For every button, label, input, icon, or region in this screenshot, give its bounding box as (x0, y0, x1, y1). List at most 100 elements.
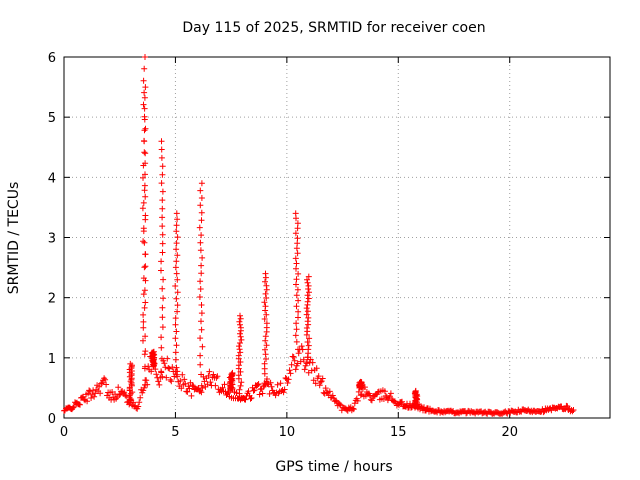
data-point (303, 311, 310, 318)
data-point (173, 240, 180, 247)
data-point (145, 363, 152, 370)
data-point (305, 342, 312, 349)
data-point (197, 247, 204, 254)
data-point (229, 369, 236, 376)
data-point (281, 386, 288, 393)
data-point (142, 333, 149, 340)
data-point (142, 84, 149, 91)
data-point (159, 197, 166, 204)
data-point (247, 395, 254, 402)
data-point (237, 333, 244, 340)
data-point (186, 385, 193, 392)
data-point (196, 224, 203, 231)
data-point (140, 101, 147, 108)
data-point (295, 297, 302, 304)
data-point (287, 370, 294, 377)
data-point (206, 368, 213, 375)
data-point (235, 352, 242, 359)
data-point (71, 403, 77, 410)
data-point (96, 383, 103, 390)
data-point (198, 326, 205, 333)
data-point (250, 387, 257, 394)
data-point (87, 388, 94, 395)
data-point (115, 384, 122, 391)
data-point (293, 260, 300, 267)
data-point (179, 371, 186, 378)
data-point (141, 89, 148, 96)
data-point (214, 373, 221, 380)
data-point (198, 217, 205, 224)
data-point (294, 220, 301, 227)
data-point (198, 371, 205, 378)
data-point (198, 232, 205, 239)
data-point (172, 349, 179, 356)
data-point (336, 401, 343, 408)
data-point (84, 398, 91, 405)
data-point (329, 392, 336, 399)
data-point (102, 376, 109, 383)
data-point (291, 357, 298, 364)
data-point (135, 403, 142, 410)
data-point (159, 373, 166, 380)
data-point (158, 267, 164, 274)
data-point (237, 359, 244, 365)
data-point (304, 308, 311, 315)
data-point (77, 401, 83, 408)
data-point (159, 240, 166, 247)
data-point (237, 312, 243, 319)
data-point (306, 289, 312, 296)
data-point (263, 311, 270, 318)
data-point (219, 384, 226, 391)
data-point (235, 362, 242, 369)
data-point (242, 396, 249, 403)
data-point (237, 349, 244, 356)
data-point (172, 335, 179, 342)
data-point (293, 303, 300, 310)
data-point (262, 290, 269, 297)
data-point (159, 285, 166, 292)
data-point (141, 187, 148, 194)
data-point (221, 381, 228, 388)
data-point (172, 264, 179, 271)
data-point (142, 193, 149, 200)
data-point (298, 343, 305, 350)
data-point (293, 292, 300, 299)
data-point (236, 318, 243, 325)
data-point (263, 295, 270, 301)
data-point (174, 308, 181, 315)
data-point (161, 360, 168, 367)
data-point (174, 252, 181, 259)
data-point (198, 310, 205, 317)
data-point (285, 376, 292, 383)
data-point (184, 388, 191, 395)
data-point (332, 397, 339, 404)
data-point (174, 368, 181, 375)
data-point (88, 395, 95, 401)
data-point (174, 373, 181, 380)
data-point (304, 279, 311, 286)
data-point (284, 380, 291, 386)
data-point (354, 397, 361, 404)
y-tick-label: 3 (48, 232, 56, 247)
data-point (305, 314, 312, 321)
x-tick-label: 15 (390, 425, 407, 440)
data-point (326, 388, 333, 395)
data-point (142, 150, 149, 157)
data-point (142, 381, 148, 388)
data-point (158, 334, 165, 341)
data-point (156, 381, 163, 388)
data-point (268, 383, 275, 390)
data-point (159, 188, 166, 195)
data-point (288, 361, 295, 368)
data-point (237, 330, 243, 337)
data-point (421, 404, 427, 411)
data-point (350, 406, 357, 413)
data-point (263, 342, 270, 349)
data-point (159, 231, 166, 238)
data-point (292, 332, 299, 339)
data-point (142, 212, 149, 219)
data-point (198, 318, 204, 325)
data-point (141, 94, 148, 101)
data-point (368, 397, 375, 404)
x-tick-label: 0 (60, 425, 68, 440)
